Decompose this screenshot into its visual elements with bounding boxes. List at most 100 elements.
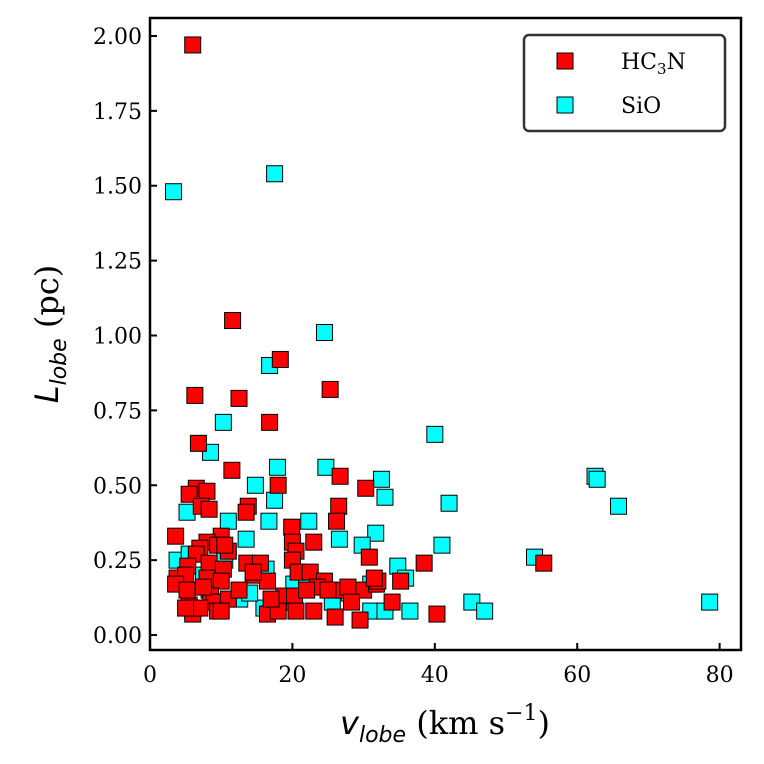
point-sio: [610, 497, 628, 515]
point-hc3n: [535, 554, 553, 572]
point-hc3n: [283, 518, 301, 536]
point-hc3n: [230, 389, 248, 407]
point-hc3n: [415, 554, 433, 572]
point-sio: [315, 324, 333, 342]
point-hc3n: [301, 563, 319, 581]
y-tick-label: 0.00: [93, 624, 142, 649]
point-hc3n: [298, 581, 316, 599]
point-hc3n: [262, 590, 280, 608]
plot-frame: [148, 16, 743, 652]
legend-marker-sio: [556, 96, 574, 114]
point-hc3n: [184, 36, 202, 54]
point-hc3n: [258, 572, 276, 590]
point-hc3n: [230, 581, 248, 599]
point-hc3n: [330, 497, 348, 515]
point-sio: [237, 530, 255, 548]
point-hc3n: [269, 476, 287, 494]
point-sio: [317, 458, 335, 476]
point-hc3n: [343, 593, 361, 611]
point-hc3n: [357, 479, 375, 497]
point-sio: [367, 524, 385, 542]
point-hc3n: [271, 350, 289, 368]
point-hc3n: [365, 569, 383, 587]
point-hc3n: [178, 581, 196, 599]
point-sio: [433, 536, 451, 554]
x-tick-label: 40: [421, 663, 449, 688]
point-hc3n: [328, 512, 346, 530]
point-hc3n: [200, 554, 218, 572]
point-hc3n: [216, 536, 234, 554]
point-sio: [266, 165, 284, 183]
y-tick-label: 2.00: [93, 25, 142, 50]
point-sio: [372, 470, 390, 488]
point-hc3n: [194, 578, 212, 596]
point-sio: [164, 183, 182, 201]
point-hc3n: [237, 503, 255, 521]
point-sio: [178, 503, 196, 521]
y-tick-label: 0.75: [93, 399, 142, 424]
point-hc3n: [383, 593, 401, 611]
point-hc3n: [177, 599, 195, 617]
point-sio: [260, 512, 278, 530]
point-sio: [330, 530, 348, 548]
point-sio: [476, 602, 494, 620]
x-tick-label: 60: [563, 663, 591, 688]
y-tick-label: 0.25: [93, 549, 142, 574]
point-sio: [463, 593, 481, 611]
points-layer: [164, 36, 719, 629]
point-hc3n: [261, 413, 279, 431]
point-sio: [219, 512, 237, 530]
x-tick-label: 0: [143, 663, 157, 688]
point-hc3n: [244, 563, 262, 581]
point-hc3n: [321, 380, 339, 398]
point-hc3n: [305, 602, 323, 620]
point-hc3n: [305, 533, 323, 551]
point-hc3n: [326, 608, 344, 626]
point-sio: [376, 488, 394, 506]
point-hc3n: [189, 434, 207, 452]
y-tick-label: 0.50: [93, 474, 142, 499]
y-ticks: 0.00 0.25 0.50 0.75 1.00 1.25 1.50 1.75 2.00: [93, 25, 157, 649]
y-tick-label: 1.75: [93, 100, 142, 125]
point-hc3n: [198, 482, 216, 500]
point-hc3n: [319, 581, 337, 599]
legend-box: [522, 33, 727, 133]
x-ticks: 0 20 40 60 80: [143, 643, 734, 688]
point-sio: [266, 491, 284, 509]
point-hc3n: [331, 467, 349, 485]
x-axis-title: vlobe (km s−1): [340, 701, 550, 748]
point-hc3n: [224, 312, 242, 330]
point-sio: [401, 602, 419, 620]
legend: HC3N SiO: [522, 33, 727, 133]
y-tick-label: 1.25: [93, 250, 142, 275]
point-sio: [588, 470, 606, 488]
point-hc3n: [351, 611, 369, 629]
y-tick-label: 1.50: [93, 175, 142, 200]
point-hc3n: [360, 548, 378, 566]
y-axis-title: Llobe (pc): [28, 265, 72, 403]
point-sio: [268, 458, 286, 476]
legend-label-hc3n: HC3N: [621, 50, 686, 78]
point-sio: [426, 425, 444, 443]
point-hc3n: [212, 572, 230, 590]
point-sio: [701, 593, 719, 611]
point-hc3n: [287, 602, 305, 620]
point-sio: [300, 512, 318, 530]
legend-marker-hc3n: [556, 52, 574, 70]
y-tick-label: 1.00: [93, 324, 142, 349]
point-hc3n: [223, 461, 241, 479]
point-hc3n: [339, 578, 357, 596]
x-tick-label: 20: [278, 663, 306, 688]
legend-label-sio: SiO: [621, 94, 661, 119]
point-sio: [214, 413, 232, 431]
point-hc3n: [212, 602, 230, 620]
point-hc3n: [392, 572, 410, 590]
point-hc3n: [167, 527, 185, 545]
x-tick-label: 80: [706, 663, 734, 688]
point-hc3n: [186, 386, 204, 404]
point-hc3n: [191, 599, 209, 617]
point-sio: [246, 476, 264, 494]
point-hc3n: [200, 500, 218, 518]
series-hc3n: [167, 36, 553, 629]
